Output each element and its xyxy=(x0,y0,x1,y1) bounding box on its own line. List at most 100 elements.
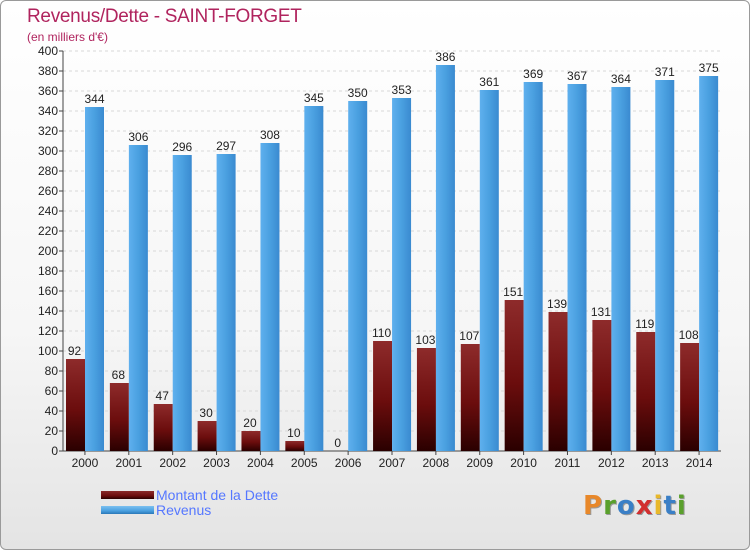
revenue-bar xyxy=(567,84,587,451)
revenue-value-label: 364 xyxy=(611,72,631,86)
debt-bar xyxy=(241,431,261,451)
debt-bar xyxy=(460,344,480,451)
debt-bar xyxy=(153,404,173,451)
legend-swatch-debt xyxy=(101,491,154,499)
revenue-value-label: 297 xyxy=(216,139,236,153)
x-tick-label: 2011 xyxy=(555,456,581,470)
chart-title: Revenus/Dette - SAINT-FORGET xyxy=(27,6,302,27)
y-tick-label: 300 xyxy=(38,144,58,158)
y-tick-label: 60 xyxy=(45,384,59,398)
y-tick-label: 120 xyxy=(38,324,58,338)
revenue-value-label: 345 xyxy=(304,91,324,105)
y-tick-label: 240 xyxy=(38,204,58,218)
revenue-value-label: 386 xyxy=(435,50,455,64)
revenue-bar xyxy=(655,80,675,451)
x-tick-label: 2007 xyxy=(379,456,406,470)
revenue-value-label: 306 xyxy=(128,130,148,144)
y-tick-label: 360 xyxy=(38,84,58,98)
debt-value-label: 68 xyxy=(112,368,126,382)
debt-value-label: 10 xyxy=(287,426,301,440)
revenue-value-label: 369 xyxy=(523,67,543,81)
debt-bar xyxy=(416,348,436,451)
revenue-value-label: 375 xyxy=(699,61,719,75)
legend-label-revenue: Revenus xyxy=(156,502,212,518)
logo-letter: r xyxy=(603,491,617,521)
revenue-bar xyxy=(479,90,499,451)
x-tick-label: 2001 xyxy=(115,456,142,470)
debt-bar xyxy=(197,421,217,451)
revenue-bar xyxy=(611,87,631,451)
debt-bar xyxy=(680,343,700,451)
x-tick-label: 2003 xyxy=(203,456,230,470)
debt-bar xyxy=(592,320,612,451)
y-tick-label: 180 xyxy=(38,264,58,278)
y-tick-label: 100 xyxy=(38,344,58,358)
debt-bar xyxy=(66,359,85,451)
y-tick-label: 160 xyxy=(38,284,58,298)
debt-value-label: 139 xyxy=(547,297,567,311)
revenue-value-label: 353 xyxy=(392,83,412,97)
revenue-value-label: 350 xyxy=(348,86,368,100)
revenue-bar xyxy=(85,107,104,451)
x-tick-label: 2000 xyxy=(72,456,99,470)
revenue-bar xyxy=(216,154,236,451)
debt-value-label: 103 xyxy=(415,333,435,347)
logo-letter: t xyxy=(663,491,677,521)
x-tick-label: 2008 xyxy=(423,456,450,470)
debt-value-label: 92 xyxy=(68,344,82,358)
y-tick-label: 260 xyxy=(38,184,58,198)
debt-bar xyxy=(548,312,568,451)
y-tick-label: 20 xyxy=(45,424,59,438)
y-tick-label: 40 xyxy=(45,404,59,418)
debt-value-label: 151 xyxy=(503,285,523,299)
debt-value-label: 0 xyxy=(334,436,341,450)
y-tick-label: 200 xyxy=(38,244,58,258)
debt-value-label: 107 xyxy=(459,329,479,343)
y-tick-label: 340 xyxy=(38,104,58,118)
y-tick-label: 280 xyxy=(38,164,58,178)
x-tick-label: 2006 xyxy=(335,456,362,470)
logo-letter: o xyxy=(616,491,636,521)
x-tick-label: 2009 xyxy=(466,456,493,470)
x-tick-label: 2005 xyxy=(291,456,318,470)
revenue-value-label: 344 xyxy=(84,92,104,106)
x-tick-label: 2014 xyxy=(686,456,713,470)
logo-letter: i xyxy=(653,491,664,521)
debt-value-label: 30 xyxy=(199,406,213,420)
y-tick-label: 0 xyxy=(51,444,58,458)
logo-letter: P xyxy=(583,491,604,521)
revenue-bar xyxy=(128,145,148,451)
x-tick-label: 2002 xyxy=(159,456,186,470)
debt-bar xyxy=(504,300,524,451)
debt-bar xyxy=(285,441,305,451)
legend-label-debt: Montant de la Dette xyxy=(156,487,279,503)
x-tick-label: 2010 xyxy=(510,456,537,470)
y-tick-label: 80 xyxy=(45,364,59,378)
y-tick-label: 320 xyxy=(38,124,58,138)
revenue-value-label: 296 xyxy=(172,140,192,154)
debt-value-label: 47 xyxy=(156,389,170,403)
revenue-bar xyxy=(435,65,455,451)
y-tick-label: 220 xyxy=(38,224,58,238)
y-tick-label: 380 xyxy=(38,64,58,78)
x-tick-label: 2004 xyxy=(247,456,274,470)
debt-bar xyxy=(109,383,129,451)
logo-letter: i xyxy=(676,491,687,521)
debt-value-label: 131 xyxy=(591,305,611,319)
revenue-bar xyxy=(304,106,324,451)
revenue-bar xyxy=(699,76,719,451)
x-tick-label: 2013 xyxy=(642,456,669,470)
debt-value-label: 108 xyxy=(679,328,699,342)
x-tick-label: 2012 xyxy=(598,456,625,470)
y-tick-label: 140 xyxy=(38,304,58,318)
debt-value-label: 110 xyxy=(372,326,391,340)
debt-bar xyxy=(636,332,656,451)
legend-swatch-revenue xyxy=(101,506,154,514)
revenue-value-label: 308 xyxy=(260,128,280,142)
revenue-value-label: 367 xyxy=(567,69,587,83)
revenue-bar xyxy=(348,101,368,451)
logo-letter: x xyxy=(635,491,654,521)
revenue-bar xyxy=(172,155,192,451)
revenue-value-label: 371 xyxy=(655,65,675,79)
